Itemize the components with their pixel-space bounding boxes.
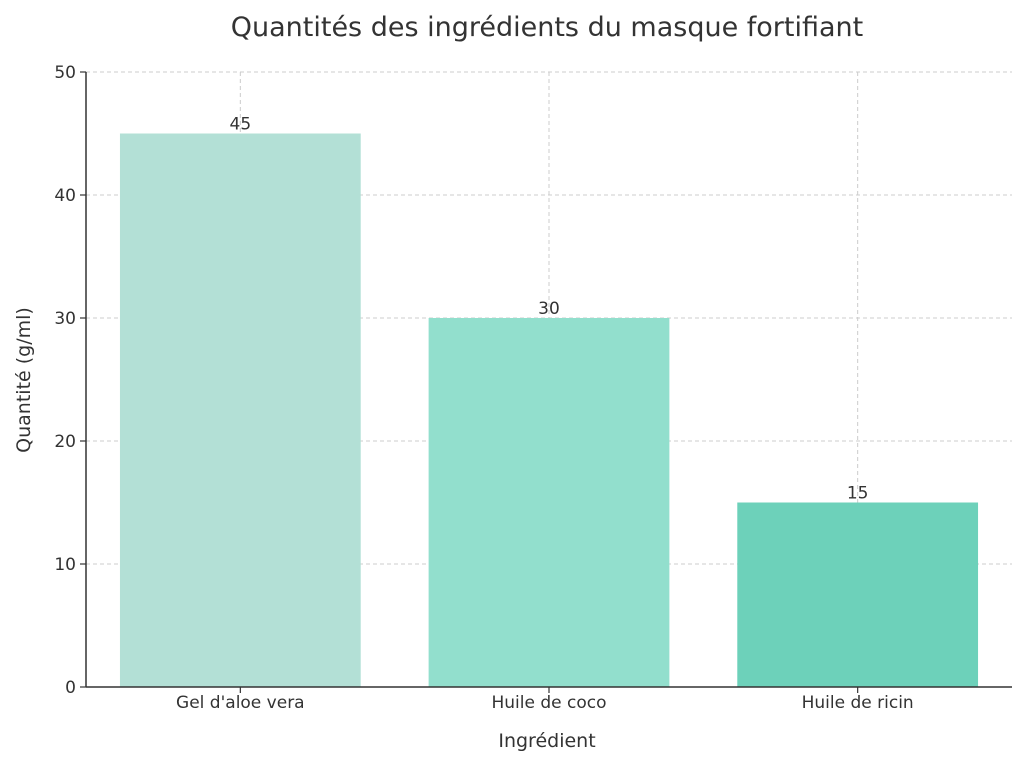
axes xyxy=(80,71,1012,693)
y-tick-label: 30 xyxy=(54,309,76,329)
labels: 0 10 20 30 40 50 45 Gel d'aloe vera 30 Huile de c… xyxy=(54,63,913,713)
y-tick-label: 0 xyxy=(65,678,76,698)
x-tick-label: Huile de coco xyxy=(491,693,606,713)
y-tick-label: 10 xyxy=(54,555,76,575)
x-tick-label: Huile de ricin xyxy=(802,693,914,713)
y-tick-label: 40 xyxy=(54,186,76,206)
y-axis-label: Quantité (g/ml) xyxy=(13,307,35,453)
x-tick-label: Gel d'aloe vera xyxy=(176,693,305,713)
bar xyxy=(119,133,361,687)
bars xyxy=(119,133,979,687)
data-label: 30 xyxy=(538,299,560,319)
y-tick-label: 50 xyxy=(54,63,76,83)
data-label: 15 xyxy=(847,484,869,504)
data-label: 45 xyxy=(230,115,252,135)
bar xyxy=(428,318,670,687)
x-axis-label: Ingrédient xyxy=(498,730,595,752)
y-tick-label: 20 xyxy=(54,432,76,452)
chart-title: Quantités des ingrédients du masque fort… xyxy=(231,12,863,43)
bar xyxy=(737,502,979,687)
